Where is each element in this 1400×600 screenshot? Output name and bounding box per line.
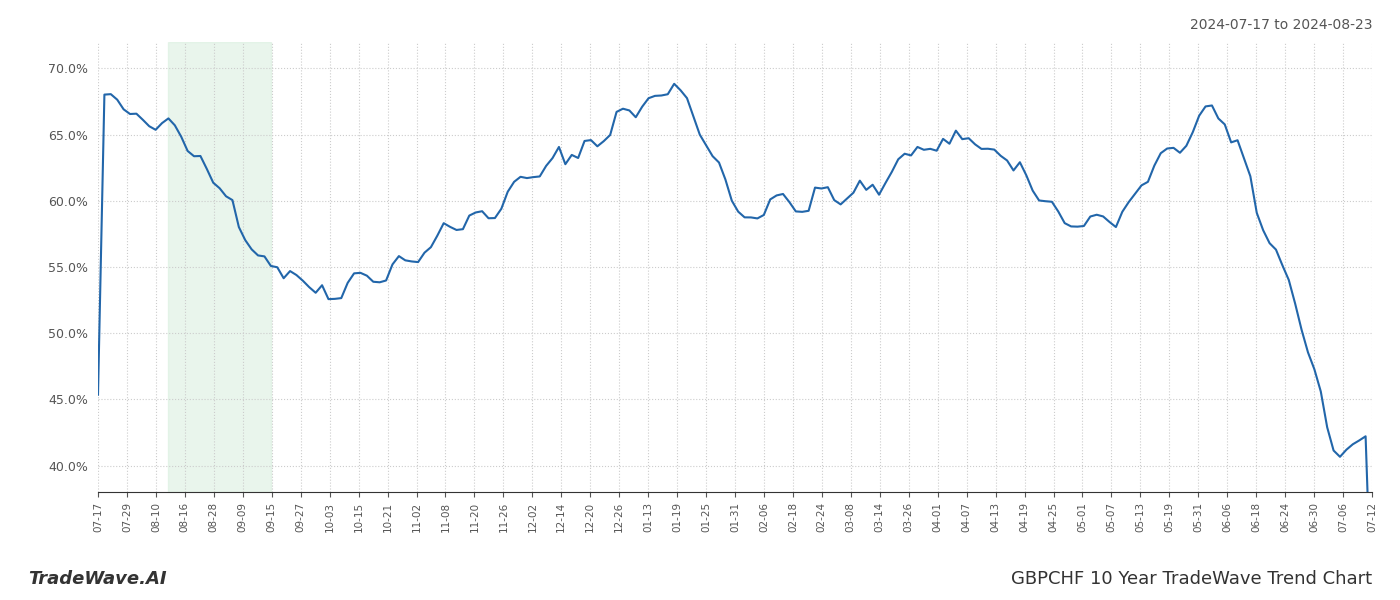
Text: 2024-07-17 to 2024-08-23: 2024-07-17 to 2024-08-23 — [1190, 18, 1372, 32]
Text: TradeWave.AI: TradeWave.AI — [28, 570, 167, 588]
Bar — [168, 42, 270, 492]
Text: GBPCHF 10 Year TradeWave Trend Chart: GBPCHF 10 Year TradeWave Trend Chart — [1011, 570, 1372, 588]
